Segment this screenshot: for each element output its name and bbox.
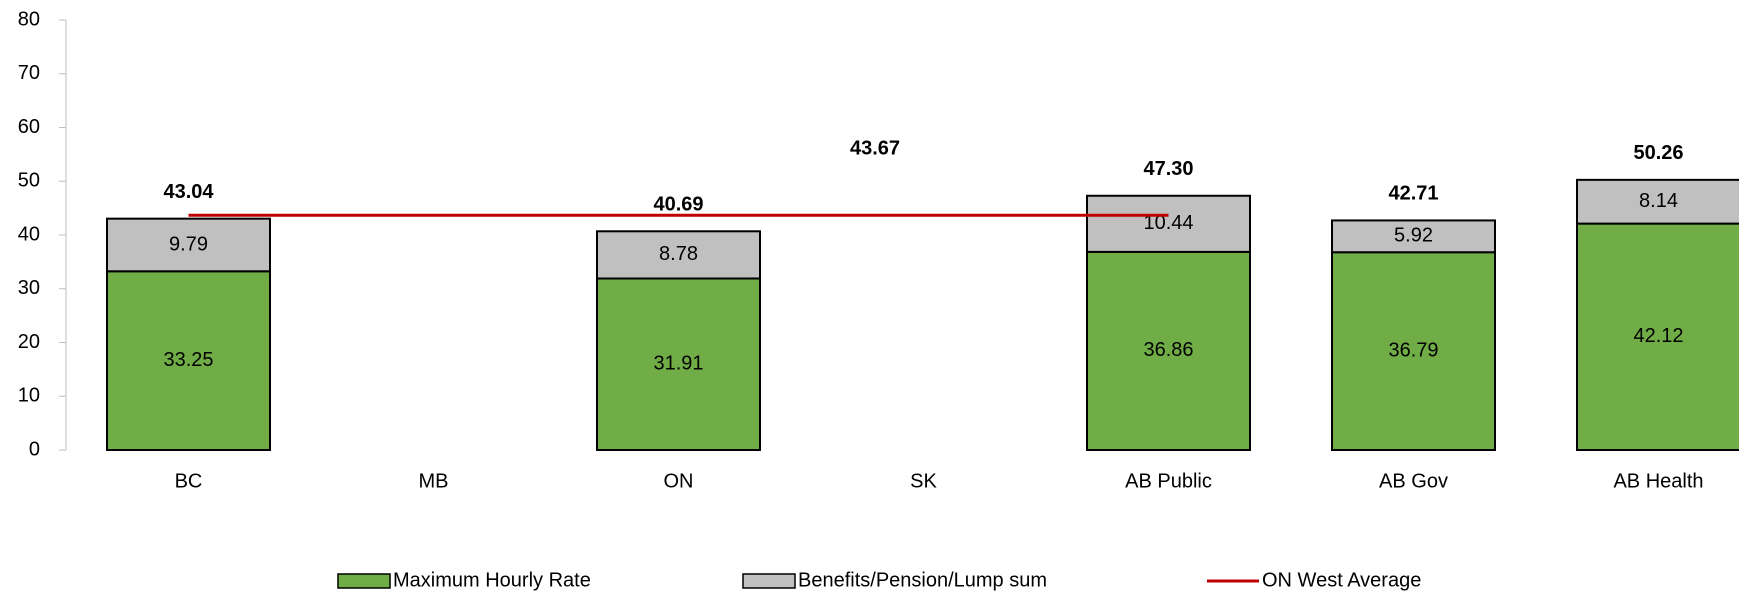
data-label: 36.86: [1143, 339, 1193, 361]
data-label: 9.79: [169, 233, 208, 255]
data-label: 5.92: [1394, 225, 1433, 247]
bar-segment: [596, 277, 761, 452]
x-tick-label: AB Health: [1613, 470, 1703, 492]
total-label: 40.69: [653, 194, 703, 216]
data-label: 8.14: [1639, 190, 1678, 212]
legend-label: Maximum Hourly Rate: [393, 569, 591, 591]
y-tick-label: 80: [18, 8, 40, 30]
data-label: 10.44: [1143, 212, 1193, 234]
y-tick-label: 60: [18, 116, 40, 138]
bar-segment: [1331, 219, 1496, 254]
y-tick-label: 10: [18, 385, 40, 407]
total-label: 50.26: [1633, 142, 1683, 164]
x-tick-label: SK: [910, 470, 937, 492]
total-label: 43.04: [163, 181, 214, 203]
bar-segment: [1576, 178, 1739, 225]
y-tick-label: 30: [18, 277, 40, 299]
y-tick-label: 50: [18, 170, 40, 192]
bar-segment: [1331, 251, 1496, 451]
bar-segment: [1086, 194, 1251, 253]
data-label: 42.12: [1633, 325, 1683, 347]
average-label: 43.67: [850, 137, 900, 159]
legend-label: ON West Average: [1262, 569, 1421, 591]
legend-swatch: [742, 573, 796, 589]
x-tick-label: MB: [419, 470, 449, 492]
legend-swatch: [337, 573, 391, 589]
data-label: 8.78: [659, 243, 698, 265]
total-label: 42.71: [1388, 183, 1438, 205]
bar-segment: [106, 217, 271, 273]
legend-label: Benefits/Pension/Lump sum: [798, 569, 1047, 591]
data-label: 33.25: [163, 349, 213, 371]
data-label: 31.91: [653, 353, 703, 375]
x-tick-label: AB Gov: [1379, 470, 1448, 492]
bar-segment: [596, 230, 761, 280]
total-label: 47.30: [1143, 158, 1193, 180]
y-tick-label: 0: [29, 438, 40, 460]
x-tick-label: BC: [175, 470, 203, 492]
y-tick-label: 70: [18, 62, 40, 84]
x-tick-label: ON: [664, 470, 694, 492]
bar-segment: [1576, 222, 1739, 451]
x-tick-label: AB Public: [1125, 470, 1212, 492]
bar-segment: [1086, 250, 1251, 451]
y-tick-label: 40: [18, 223, 40, 245]
y-tick-label: 20: [18, 331, 40, 353]
data-label: 36.79: [1388, 339, 1438, 361]
